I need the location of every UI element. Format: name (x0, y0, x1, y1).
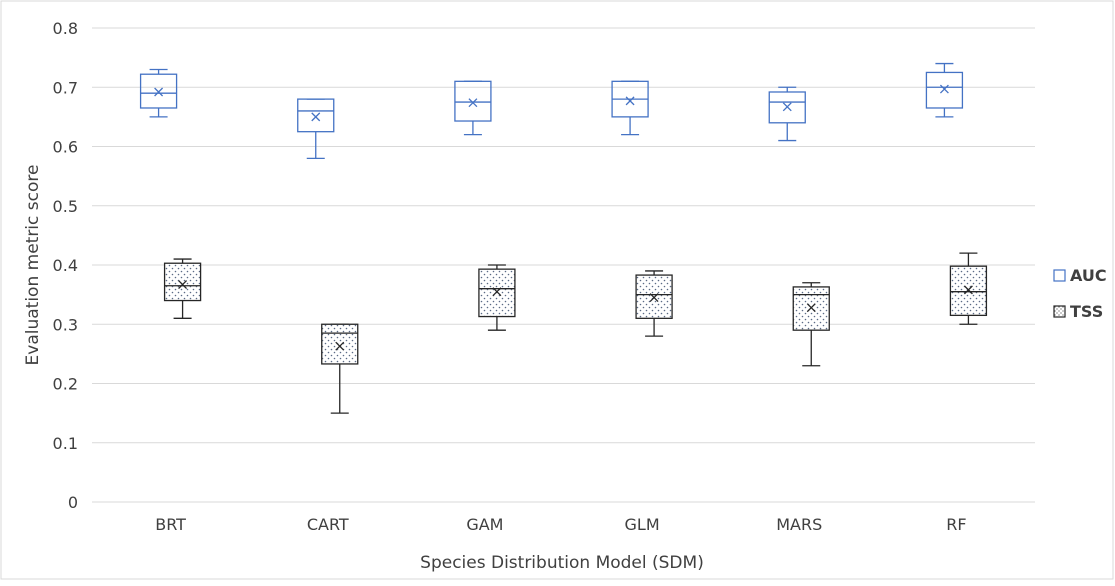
mean-marker (649, 293, 659, 303)
box-iqr (139, 73, 178, 109)
box-iqr (297, 98, 335, 133)
y-tick-label: 0 (68, 493, 78, 512)
y-axis-label: Evaluation metric score (23, 165, 43, 366)
box-auc-rf (925, 62, 964, 118)
mean-marker (963, 285, 973, 295)
y-tick-label: 0.6 (53, 138, 78, 157)
legend-swatch-auc (1053, 269, 1066, 282)
box-tss-rf (949, 252, 988, 325)
mean-marker (625, 96, 635, 106)
box-auc-brt (139, 68, 178, 118)
box-tss-brt (163, 258, 202, 319)
mean-marker (154, 87, 164, 97)
y-tick-label: 0.1 (53, 434, 78, 453)
y-tick-labels: 0 0.1 0.2 0.3 0.4 0.5 0.6 0.7 0.8 (53, 19, 78, 512)
box-auc-cart (297, 98, 335, 160)
box-auc-mars (768, 86, 806, 142)
x-tick-label: MARS (776, 515, 822, 534)
box-iqr (321, 323, 359, 365)
x-tick-label: CART (307, 515, 349, 534)
boxes (139, 62, 988, 414)
mean-marker (492, 287, 502, 297)
legend-swatch-tss (1053, 305, 1066, 318)
x-tick-label: GLM (625, 515, 660, 534)
mean-marker (468, 98, 478, 108)
box-iqr (768, 91, 806, 124)
y-tick-label: 0.7 (53, 78, 78, 97)
box-iqr (163, 262, 202, 302)
y-tick-label: 0.4 (53, 256, 78, 275)
y-tick-label: 0.8 (53, 19, 78, 38)
legend-item-tss[interactable]: TSS (1053, 302, 1103, 321)
mean-marker (178, 280, 188, 290)
box-tss-mars (792, 282, 830, 367)
box-iqr (925, 71, 964, 109)
legend: AUC TSS (1053, 266, 1107, 321)
x-tick-label: BRT (155, 515, 186, 534)
box-tss-glm (635, 270, 673, 337)
y-tick-label: 0.5 (53, 197, 78, 216)
mean-marker (782, 102, 792, 112)
legend-label-auc: AUC (1070, 266, 1107, 285)
mean-marker (311, 112, 321, 122)
mean-marker (806, 303, 816, 313)
box-auc-gam (454, 80, 492, 136)
box-tss-cart (321, 323, 359, 414)
box-iqr (478, 268, 516, 318)
y-tick-label: 0.2 (53, 375, 78, 394)
x-axis-label: Species Distribution Model (SDM) (420, 553, 704, 573)
mean-marker (335, 341, 345, 351)
x-tick-label: RF (946, 515, 966, 534)
box-auc-glm (611, 80, 649, 136)
y-tick-label: 0.3 (53, 315, 78, 334)
box-iqr (454, 80, 492, 122)
gridlines (92, 27, 1035, 503)
x-tick-label: GAM (466, 515, 503, 534)
box-tss-gam (478, 264, 516, 331)
mean-marker (939, 84, 949, 94)
legend-label-tss: TSS (1070, 302, 1103, 321)
legend-item-auc[interactable]: AUC (1053, 266, 1107, 285)
x-tick-labels: BRT CART GAM GLM MARS RF (155, 515, 966, 534)
